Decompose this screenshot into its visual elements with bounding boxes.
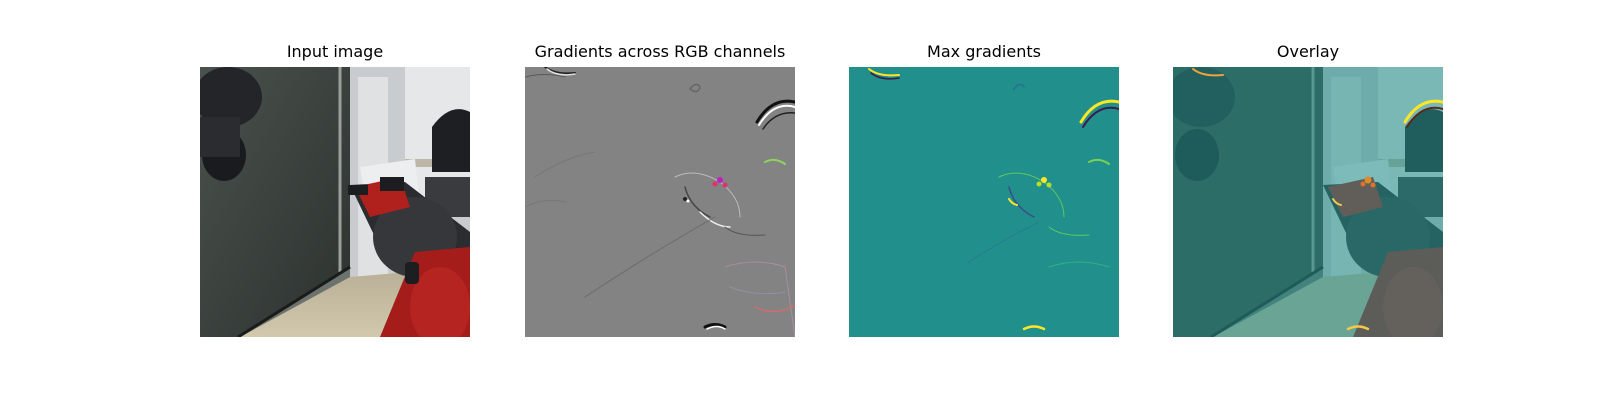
panel-title: Gradients across RGB channels — [534, 42, 786, 61]
panel-title: Max gradients — [927, 42, 1041, 61]
input-image — [200, 67, 470, 337]
panel-title: Overlay — [1276, 42, 1340, 61]
panel-max-gradients: Max gradients — [849, 38, 1119, 337]
panel-overlay: Overlay — [1173, 38, 1443, 337]
overlay-image — [1173, 67, 1443, 337]
panel-gradients-rgb: Gradients across RGB channels — [525, 38, 795, 337]
max-gradients-image — [849, 67, 1119, 337]
gradients-rgb-image — [525, 67, 795, 337]
panel-input-image: Input image — [200, 38, 470, 337]
panel-title: Input image — [286, 42, 384, 61]
